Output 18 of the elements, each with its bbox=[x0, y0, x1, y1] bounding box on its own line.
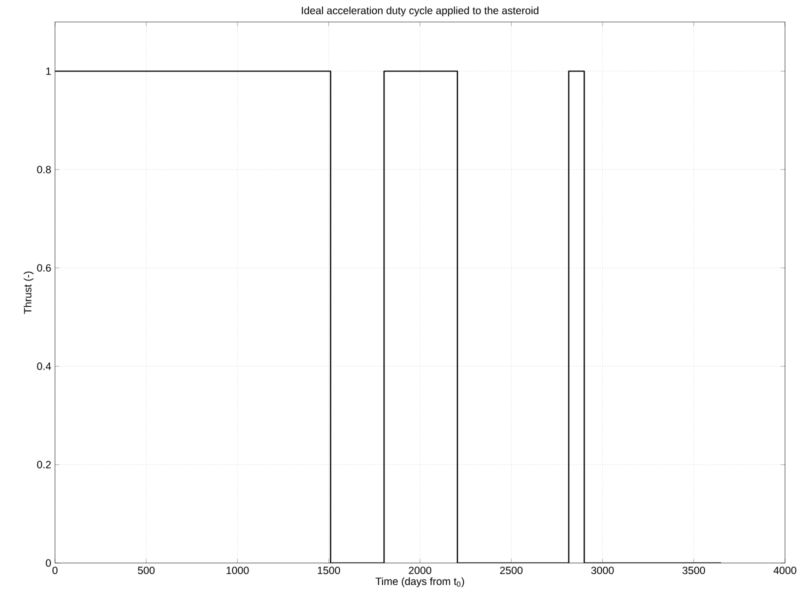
x-tick-label: 0 bbox=[52, 566, 58, 574]
y-tick-label: 0.8 bbox=[37, 166, 51, 174]
y-axis-title: Thrust (-) bbox=[24, 272, 34, 314]
x-tick-label: 500 bbox=[138, 566, 155, 574]
y-tick-label: 0.2 bbox=[37, 460, 51, 468]
x-tick-label: 2500 bbox=[500, 566, 523, 574]
x-tick-label: 3000 bbox=[591, 566, 614, 574]
x-axis-title: Time (days from t$_{0}$) bbox=[376, 577, 464, 588]
chart-title: Ideal acceleration duty cycle applied to the asteroid bbox=[302, 6, 538, 16]
y-tick-label: 0.4 bbox=[37, 362, 51, 370]
x-tick-label: 1500 bbox=[318, 566, 340, 574]
x-tick-label: 4000 bbox=[774, 566, 796, 574]
x-tick-label: 2000 bbox=[408, 566, 432, 574]
x-tick-label: 3500 bbox=[682, 566, 706, 574]
y-tick-label: 1 bbox=[46, 68, 51, 75]
x-tick-label: 1000 bbox=[226, 566, 249, 574]
y-tick-label: 0 bbox=[46, 559, 51, 567]
y-tick-label: 0.6 bbox=[37, 264, 51, 272]
